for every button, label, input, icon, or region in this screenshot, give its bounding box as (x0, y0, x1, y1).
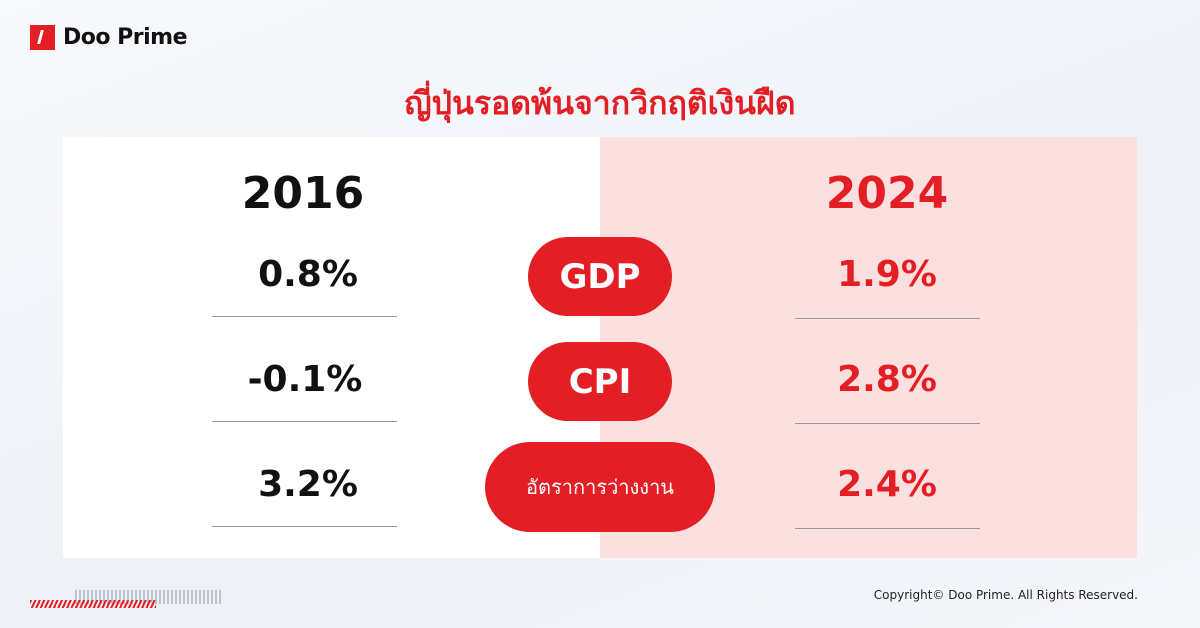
right-gdp-value: 1.9% (837, 254, 937, 295)
divider (212, 316, 397, 317)
divider (795, 423, 980, 424)
left-gdp-value: 0.8% (258, 254, 358, 295)
decorative-hatch (30, 600, 156, 608)
metric-unemployment-label: อัตราการว่างงาน (485, 442, 715, 532)
right-unemployment-value: 2.4% (837, 464, 937, 505)
divider (795, 318, 980, 319)
left-unemployment-value: 3.2% (258, 464, 358, 505)
divider (212, 526, 397, 527)
brand-logo: Doo Prime (30, 25, 188, 50)
logo-mark-icon (30, 25, 55, 50)
logo-text: Doo Prime (63, 25, 188, 50)
divider (212, 421, 397, 422)
year-right: 2024 (825, 168, 949, 219)
left-cpi-value: -0.1% (247, 359, 363, 400)
metric-gdp-label: GDP (528, 237, 672, 316)
divider (795, 528, 980, 529)
right-cpi-value: 2.8% (837, 359, 937, 400)
metric-cpi-label: CPI (528, 342, 672, 421)
year-left: 2016 (241, 168, 365, 219)
page-title: ญี่ปุ่นรอดพ้นจากวิกฤติเงินฝืด (404, 84, 796, 122)
copyright: Copyright© Doo Prime. All Rights Reserve… (873, 588, 1138, 602)
